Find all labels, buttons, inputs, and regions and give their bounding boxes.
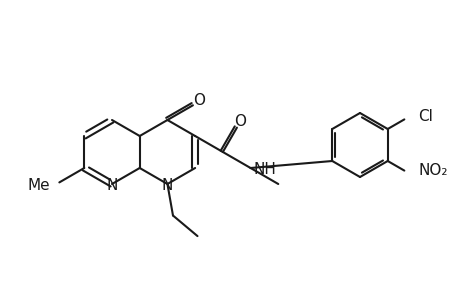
Text: NH: NH [253,161,276,176]
Text: N: N [162,178,173,194]
Text: O: O [234,114,246,129]
Text: NO₂: NO₂ [417,163,447,178]
Text: Cl: Cl [417,109,432,124]
Text: O: O [193,93,205,108]
Text: Me: Me [28,178,50,193]
Text: N: N [106,178,118,194]
